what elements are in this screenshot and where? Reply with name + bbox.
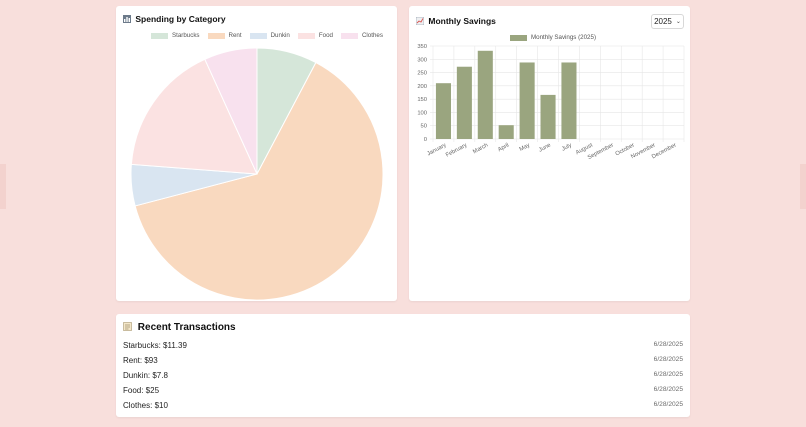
legend-item-monthly-savings[interactable]: Monthly Savings (2025)	[510, 34, 596, 41]
transaction-label: Clothes: $10	[123, 401, 168, 410]
transaction-date: 6/28/2025	[653, 356, 683, 363]
transactions-card: Recent Transactions Starbucks: $11.39 6/2…	[116, 314, 690, 417]
bar-january[interactable]	[435, 83, 451, 139]
transaction-label: Dunkin: $7.8	[123, 371, 168, 380]
pie-slice-food[interactable]	[130, 58, 258, 175]
chevron-down-icon: ⌄	[675, 19, 681, 25]
y-tick-label: 100	[417, 110, 427, 116]
legend-item-rent[interactable]: Rent	[207, 32, 242, 39]
year-select-value: 2025	[654, 17, 672, 26]
savings-card: Monthly Savings 2025 ⌄ Monthly Savings (…	[409, 6, 690, 301]
transaction-row: Dunkin: $7.8 6/28/2025	[123, 371, 683, 385]
legend-label: Clothes	[361, 32, 383, 39]
pie-chart	[130, 47, 384, 301]
legend-swatch	[207, 32, 225, 39]
bar-chart-icon	[123, 15, 131, 23]
bar-march[interactable]	[477, 50, 493, 140]
pie-slice-clothes[interactable]	[204, 47, 258, 175]
legend-swatch	[297, 32, 315, 39]
transaction-date: 6/28/2025	[653, 386, 683, 393]
bar-legend: Monthly Savings (2025)	[510, 34, 596, 41]
legend-label: Monthly Savings (2025)	[531, 34, 597, 41]
bar-april[interactable]	[498, 125, 514, 139]
memo-icon	[123, 322, 132, 331]
spending-title-text: Spending by Category	[135, 14, 226, 24]
x-tick-label: July	[561, 142, 573, 152]
transaction-date: 6/28/2025	[653, 371, 683, 378]
transaction-row: Clothes: $10 6/28/2025	[123, 401, 683, 415]
legend-item-clothes[interactable]: Clothes	[340, 32, 383, 39]
spending-card: Spending by Category Starbucks Rent Dunkin…	[116, 6, 397, 301]
pie-slice-rent[interactable]	[134, 61, 384, 301]
bar-july[interactable]	[561, 62, 577, 139]
window-edge-handle	[800, 164, 806, 209]
y-tick-label: 150	[417, 97, 427, 103]
y-tick-label: 250	[417, 71, 427, 77]
legend-swatch	[340, 32, 358, 39]
window-edge-handle	[0, 164, 6, 209]
y-tick-label: 300	[417, 57, 427, 63]
x-tick-label: February	[445, 142, 468, 158]
x-tick-label: April	[497, 142, 510, 153]
transaction-label: Starbucks: $11.39	[123, 341, 187, 350]
y-tick-label: 50	[421, 124, 427, 130]
bar-february[interactable]	[456, 66, 472, 139]
transaction-label: Rent: $93	[123, 356, 158, 365]
legend-label: Dunkin	[270, 32, 290, 39]
x-tick-label: March	[472, 142, 489, 155]
transaction-row: Food: $25 6/28/2025	[123, 386, 683, 400]
legend-label: Food	[318, 32, 333, 39]
x-tick-label: June	[538, 142, 552, 153]
y-tick-label: 0	[424, 137, 427, 143]
x-tick-label: January	[426, 142, 447, 157]
year-select[interactable]: 2025 ⌄	[651, 14, 684, 29]
savings-card-title: Monthly Savings	[415, 16, 496, 26]
pie-legend: Starbucks Rent Dunkin Food Clothes	[151, 32, 383, 39]
transaction-row: Starbucks: $11.39 6/28/2025	[123, 341, 683, 355]
transactions-title-text: Recent Transactions	[137, 322, 236, 333]
x-tick-label: May	[519, 142, 532, 152]
bar-may[interactable]	[519, 62, 535, 139]
y-tick-label: 200	[417, 84, 427, 90]
spending-card-title: Spending by Category	[123, 14, 226, 24]
legend-swatch	[510, 34, 527, 41]
legend-item-starbucks[interactable]: Starbucks	[151, 32, 200, 39]
legend-item-food[interactable]: Food	[297, 32, 333, 39]
transaction-row: Rent: $93 6/28/2025	[123, 356, 683, 370]
bar-june[interactable]	[540, 94, 556, 139]
transaction-date: 6/28/2025	[653, 341, 683, 348]
y-tick-label: 350	[417, 44, 427, 50]
legend-label: Rent	[228, 32, 242, 39]
legend-swatch	[249, 32, 267, 39]
transaction-date: 6/28/2025	[653, 401, 683, 408]
legend-item-dunkin[interactable]: Dunkin	[249, 32, 290, 39]
savings-title-text: Monthly Savings	[428, 16, 496, 26]
transaction-label: Food: $25	[123, 386, 160, 395]
transactions-card-title: Recent Transactions	[123, 322, 236, 333]
legend-swatch	[151, 32, 168, 39]
legend-label: Starbucks	[172, 32, 200, 39]
